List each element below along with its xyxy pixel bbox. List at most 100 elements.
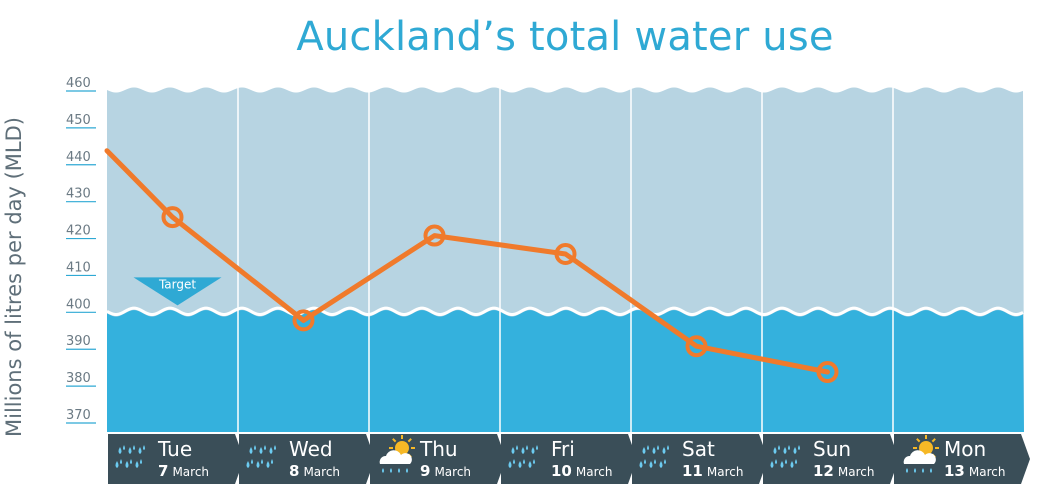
raindrop	[654, 459, 656, 464]
raindrop	[778, 445, 780, 450]
date-number: 10	[551, 462, 572, 480]
water-use-line	[104, 148, 830, 375]
data-point	[554, 243, 577, 265]
raindrop	[406, 468, 408, 473]
day-date: 11 March	[682, 462, 743, 480]
raindrop	[135, 461, 139, 468]
y-tick-label: 370	[66, 408, 91, 423]
raindrop	[639, 461, 643, 468]
day-date: 13 March	[944, 462, 1005, 480]
date-month: March	[707, 465, 744, 479]
raindrop	[138, 447, 142, 454]
date-number: 7	[158, 462, 168, 480]
raindrop	[790, 461, 794, 468]
raindrop	[271, 459, 273, 464]
raindrop	[662, 447, 666, 454]
raindrop	[649, 461, 653, 468]
raindrop	[775, 459, 777, 464]
raindrop	[793, 447, 797, 454]
chart-background	[106, 87, 1024, 432]
sun-ray	[407, 438, 412, 443]
raindrop	[667, 445, 669, 450]
day-bar	[239, 434, 375, 484]
raindrop	[788, 445, 790, 450]
raindrop	[664, 459, 666, 464]
raindrop	[914, 468, 916, 473]
day-name: Fri	[551, 437, 575, 461]
date-number: 8	[289, 462, 299, 480]
raindrop	[922, 468, 924, 473]
date-month: March	[576, 465, 613, 479]
day-name: Wed	[289, 437, 333, 461]
data-point	[816, 361, 839, 384]
cloud	[903, 450, 936, 464]
raindrop	[518, 461, 522, 468]
y-tick-label: 450	[66, 113, 91, 128]
y-tick-label: 440	[66, 150, 91, 165]
day-name: Thu	[419, 437, 458, 461]
raindrop	[261, 459, 263, 464]
raindrop	[120, 459, 122, 464]
day-name: Tue	[157, 437, 192, 461]
raindrop	[511, 447, 515, 454]
day-date: 7 March	[158, 462, 209, 480]
raindrop	[657, 445, 659, 450]
date-number: 9	[420, 462, 430, 480]
y-tick-label: 400	[66, 297, 91, 312]
sun-ray	[392, 438, 397, 443]
raindrop	[256, 461, 260, 468]
raindrop	[780, 461, 784, 468]
raindrop	[246, 461, 250, 468]
sun	[919, 441, 933, 455]
raindrop	[143, 445, 145, 450]
y-tick-label: 430	[66, 187, 91, 202]
raindrop	[785, 459, 787, 464]
raindrop	[647, 445, 649, 450]
raindrop	[523, 459, 525, 464]
raindrop	[118, 447, 122, 454]
raindrop	[770, 461, 774, 468]
y-tick-label: 420	[66, 224, 91, 239]
day-name: Mon	[944, 437, 986, 461]
raindrop	[930, 468, 932, 473]
date-number: 12	[813, 462, 834, 480]
day-gridlines	[237, 86, 894, 432]
raindrop	[123, 445, 125, 450]
y-tick-label: 460	[66, 76, 91, 91]
raindrop	[115, 461, 119, 468]
sun-ray	[931, 438, 936, 443]
raindrop	[269, 447, 273, 454]
data-point	[685, 335, 708, 358]
raindrop	[508, 461, 512, 468]
raindrop	[642, 447, 646, 454]
data-point	[292, 309, 315, 332]
raindrop	[528, 461, 532, 468]
raindrop	[516, 445, 518, 450]
raindrop	[526, 445, 528, 450]
raindrop	[531, 447, 535, 454]
raindrop	[133, 445, 135, 450]
data-point	[423, 224, 446, 247]
raindrop	[130, 459, 132, 464]
day-bar	[632, 434, 768, 484]
raindrop	[773, 447, 777, 454]
y-axis: 370 380 390 400 410 420 430 440 450 460	[66, 76, 96, 424]
day-name: Sun	[813, 437, 851, 461]
chart-title: Auckland’s total water use	[296, 14, 834, 60]
day-bar	[763, 434, 899, 484]
data-point	[161, 206, 184, 229]
raindrop	[249, 447, 253, 454]
raindrop	[521, 447, 525, 454]
y-tick-label: 380	[66, 371, 91, 386]
raindrop	[390, 468, 392, 473]
raindrop	[264, 445, 266, 450]
day-date: 12 March	[813, 462, 874, 480]
date-month: March	[969, 465, 1006, 479]
raindrop	[398, 468, 400, 473]
day-date: 10 March	[551, 462, 612, 480]
